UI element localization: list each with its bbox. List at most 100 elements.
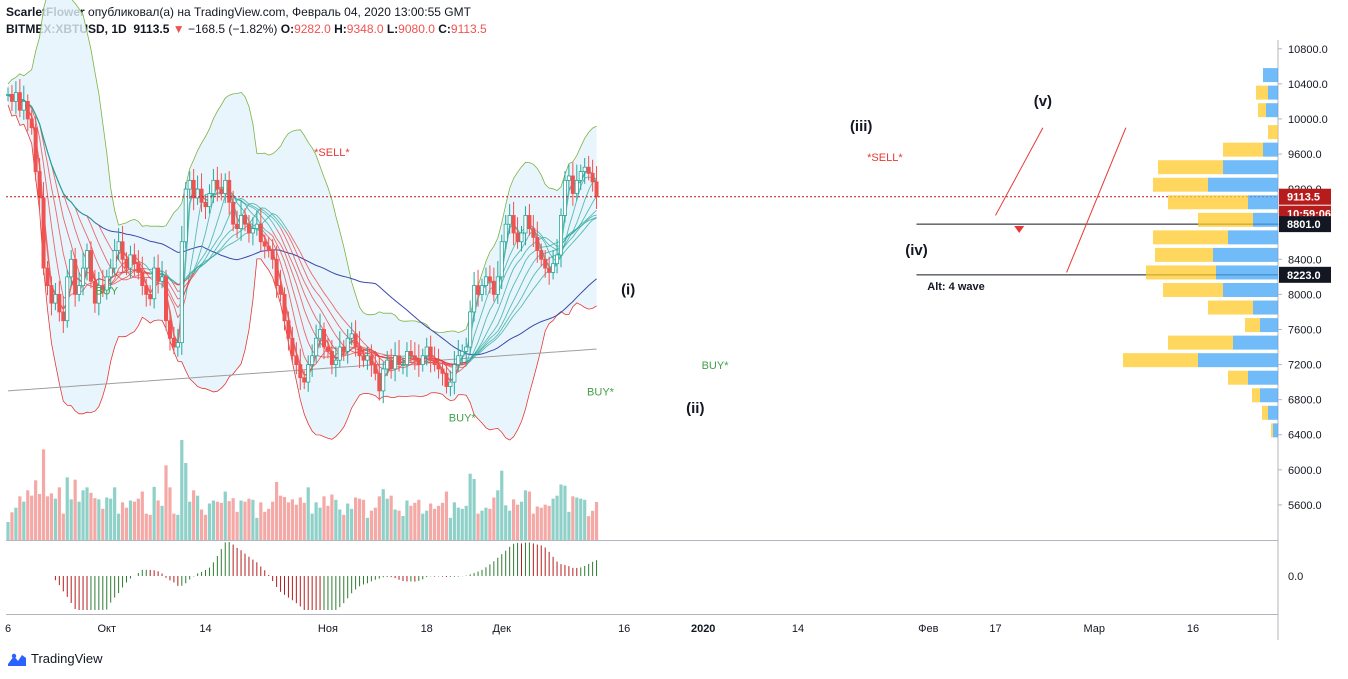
wave-label: (v) (1034, 93, 1052, 110)
volume-bar (85, 487, 89, 540)
volume-bar (239, 500, 243, 540)
ema-ribbon-segment (295, 244, 301, 253)
ema-ribbon-segment (299, 272, 305, 282)
wave-label: (iii) (850, 118, 873, 135)
volume-bar (207, 503, 212, 540)
volume-bar (22, 501, 26, 540)
volume-profile-down (1163, 283, 1223, 297)
ema-ribbon-segment (193, 268, 198, 274)
ema-ribbon-segment (438, 359, 443, 362)
ema-ribbon-segment (315, 291, 321, 297)
candle-body (456, 355, 461, 365)
candle-body (547, 267, 552, 273)
high-label: H: (334, 22, 347, 36)
ema-ribbon-segment (78, 217, 84, 228)
ema-ribbon-segment (284, 261, 289, 274)
ema-ribbon-segment (280, 235, 285, 246)
bollinger-upper-line (7, 0, 597, 334)
candle-body (33, 127, 38, 172)
candle-body (231, 201, 236, 225)
volume-bar (192, 490, 196, 540)
ema-ribbon-segment (351, 328, 356, 334)
volume-bar (188, 501, 192, 540)
y-tick-label: 6800.0 (1288, 395, 1322, 407)
volume-bar (421, 513, 425, 540)
ema-ribbon-segment (86, 284, 92, 287)
candle-body (227, 179, 232, 203)
ema-ribbon-segment (173, 305, 179, 318)
ema-ribbon-segment (367, 352, 372, 355)
candle-body (408, 351, 413, 357)
ema-ribbon-segment (169, 279, 175, 284)
candle-body (349, 333, 354, 339)
candle-body (499, 241, 504, 278)
ema-ribbon-segment (319, 352, 325, 359)
ema-ribbon-segment (501, 289, 507, 301)
ema-ribbon-segment (311, 286, 317, 293)
ema-ribbon-segment (473, 353, 479, 358)
ema-ribbon-segment (228, 242, 234, 246)
ema-ribbon-segment (299, 316, 305, 332)
candle-body (203, 201, 208, 208)
ema-ribbon-segment (264, 219, 270, 226)
ema-ribbon-segment (280, 251, 285, 262)
ema-ribbon-segment (201, 252, 206, 260)
ema-ribbon-segment (31, 106, 37, 115)
candle-body (69, 258, 74, 278)
ema-ribbon-segment (513, 310, 518, 317)
ema-ribbon-segment (276, 243, 281, 252)
ema-ribbon-segment (580, 200, 586, 213)
ema-ribbon-segment (501, 273, 507, 284)
ema-ribbon-segment (323, 302, 329, 310)
volume-bar (393, 509, 397, 540)
ema-ribbon-segment (189, 269, 194, 274)
ema-ribbon-segment (240, 233, 246, 238)
ema-ribbon-segment (379, 353, 384, 355)
candle-body (404, 351, 409, 365)
candle-body (357, 346, 362, 357)
candle-body (562, 179, 567, 216)
ema-ribbon-segment (130, 269, 135, 273)
ema-ribbon-segment (248, 203, 254, 207)
volume-bar (124, 507, 129, 540)
ema-ribbon-segment (592, 209, 597, 215)
candle-body (140, 272, 145, 287)
volume-profile-down (1228, 370, 1248, 385)
ema-ribbon-segment (295, 326, 301, 343)
volume-bar (176, 514, 180, 540)
candle-body (266, 245, 271, 251)
volume-bar (172, 513, 176, 540)
signal-label: *SELL* (867, 152, 903, 164)
volume-bar (342, 514, 346, 540)
candle-body (144, 285, 149, 295)
volume-bar (45, 496, 50, 540)
ema-ribbon-segment (363, 342, 368, 347)
volume-bar (350, 508, 354, 540)
ema-ribbon-segment (477, 348, 483, 354)
volume-profile-down (1168, 335, 1233, 350)
ema-ribbon-segment (248, 220, 254, 226)
ema-ribbon-segment (70, 201, 76, 208)
volume-bar (579, 498, 583, 540)
volume-bar (571, 496, 575, 540)
ema-ribbon-segment (564, 246, 570, 252)
candle-body (310, 355, 315, 365)
ema-ribbon-segment (58, 230, 64, 254)
candle-body (582, 166, 587, 172)
volume-bar (377, 496, 381, 540)
ema-ribbon-segment (236, 236, 242, 241)
ema-ribbon-segment (134, 274, 139, 277)
candle-body (325, 346, 330, 352)
ema-ribbon-segment (276, 218, 281, 225)
ema-ribbon-segment (485, 341, 491, 346)
volume-profile-down (1123, 353, 1198, 368)
volume-bar (263, 511, 267, 540)
candle-body (507, 215, 512, 225)
candle-body (515, 232, 520, 243)
ema-ribbon-segment (39, 123, 44, 139)
ema-ribbon-segment (66, 198, 72, 203)
ema-ribbon-segment (588, 202, 593, 210)
volume-profile-up (1213, 247, 1278, 262)
tradingview-brand[interactable]: TradingView (8, 651, 103, 666)
